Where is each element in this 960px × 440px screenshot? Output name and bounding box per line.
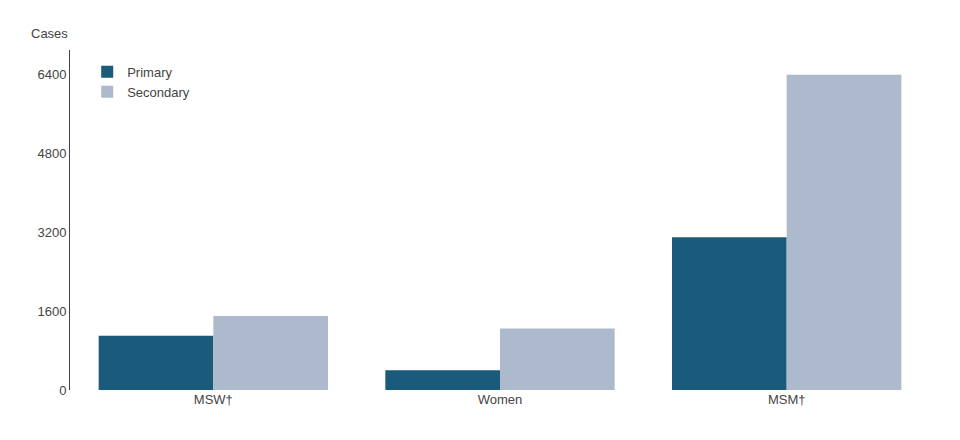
svg-text:MSW†: MSW† [194,392,233,407]
svg-text:0: 0 [59,383,66,398]
svg-text:6400: 6400 [37,67,66,82]
svg-text:Secondary: Secondary [127,85,190,100]
svg-text:Women: Women [478,392,523,407]
svg-text:MSM†: MSM† [768,392,806,407]
svg-text:Cases: Cases [31,26,68,41]
svg-text:4800: 4800 [37,146,66,161]
svg-text:Primary: Primary [127,65,172,80]
svg-text:1600: 1600 [37,304,66,319]
svg-text:3200: 3200 [37,225,66,240]
